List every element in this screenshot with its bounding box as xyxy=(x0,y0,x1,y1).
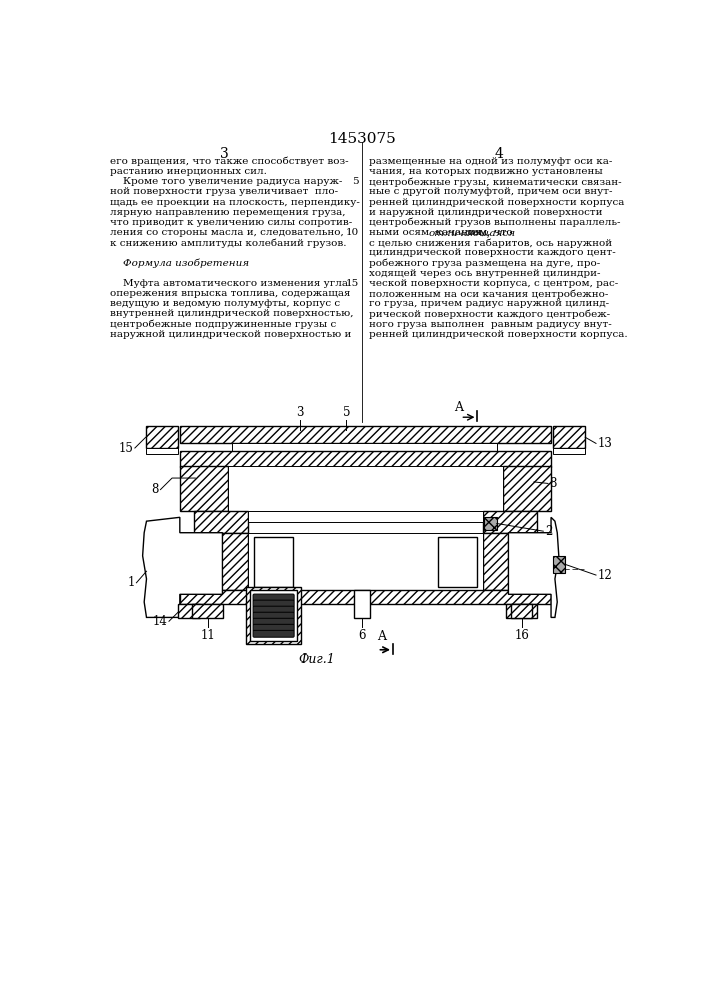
Bar xyxy=(180,426,551,443)
Text: робежного груза размещена на дуге, про-: робежного груза размещена на дуге, про- xyxy=(369,259,600,268)
Bar xyxy=(506,604,537,618)
Text: центробежный грузов выполнены параллель-: центробежный грузов выполнены параллель- xyxy=(369,218,621,227)
Bar xyxy=(248,533,483,590)
Bar xyxy=(248,511,483,522)
Text: центробежные подпружиненные грузы с: центробежные подпружиненные грузы с xyxy=(110,320,337,329)
Text: 15: 15 xyxy=(119,442,134,455)
Text: чания, на которых подвижно установлены: чания, на которых подвижно установлены xyxy=(369,167,602,176)
Text: опережения впрыска топлива, содержащая: опережения впрыска топлива, содержащая xyxy=(110,289,351,298)
Text: A: A xyxy=(455,401,463,414)
Text: его вращения, что также способствует воз-: его вращения, что также способствует воз… xyxy=(110,157,349,166)
Text: 1: 1 xyxy=(127,576,135,589)
Text: наружной цилиндрической поверхностью и: наружной цилиндрической поверхностью и xyxy=(110,330,351,339)
Bar xyxy=(483,511,537,533)
Text: тем, что: тем, что xyxy=(464,228,513,237)
Bar xyxy=(146,426,178,448)
Text: 8: 8 xyxy=(549,477,557,490)
Polygon shape xyxy=(508,517,559,617)
Bar xyxy=(510,604,532,618)
Text: с целью снижения габаритов, ось наружной: с целью снижения габаритов, ось наружной xyxy=(369,238,612,248)
Text: 14: 14 xyxy=(153,615,168,628)
Bar xyxy=(508,533,551,590)
Text: 1453075: 1453075 xyxy=(328,132,396,146)
Bar xyxy=(503,466,551,511)
Bar xyxy=(146,448,178,454)
Text: ного груза выполнен  равным радиусу внут-: ного груза выполнен равным радиусу внут- xyxy=(369,320,612,329)
FancyBboxPatch shape xyxy=(253,624,294,631)
Text: ления со стороны масла и, следовательно,: ления со стороны масла и, следовательно, xyxy=(110,228,344,237)
FancyBboxPatch shape xyxy=(253,618,294,625)
Text: 16: 16 xyxy=(514,629,529,642)
FancyBboxPatch shape xyxy=(253,612,294,619)
Text: щадь ее проекции на плоскость, перпендику-: щадь ее проекции на плоскость, перпендик… xyxy=(110,198,360,207)
Text: положенным на оси качания центробежно-: положенным на оси качания центробежно- xyxy=(369,289,608,299)
Text: отличающаяся: отличающаяся xyxy=(428,228,515,237)
Bar xyxy=(438,537,477,587)
Text: к снижению амплитуды колебаний грузов.: к снижению амплитуды колебаний грузов. xyxy=(110,238,346,248)
Text: Муфта автоматического изменения угла: Муфта автоматического изменения угла xyxy=(110,279,348,288)
Text: 15: 15 xyxy=(346,279,359,288)
Bar xyxy=(553,556,565,573)
Text: размещенные на одной из полумуфт оси ка-: размещенные на одной из полумуфт оси ка- xyxy=(369,157,612,166)
FancyBboxPatch shape xyxy=(253,600,294,607)
Text: ными осям  качания,: ными осям качания, xyxy=(369,228,488,237)
Bar xyxy=(178,604,200,618)
Text: Фиг.1: Фиг.1 xyxy=(298,653,335,666)
Text: 12: 12 xyxy=(597,569,612,582)
Bar xyxy=(180,466,228,511)
Bar xyxy=(228,466,503,511)
Bar xyxy=(194,533,248,590)
Text: ведущую и ведомую полумуфты, корпус с: ведущую и ведомую полумуфты, корпус с xyxy=(110,299,340,308)
Bar xyxy=(484,517,497,530)
Text: 13: 13 xyxy=(597,437,612,450)
FancyBboxPatch shape xyxy=(253,594,294,601)
Text: 5: 5 xyxy=(352,177,359,186)
Text: что приводит к увеличению силы сопротив-: что приводит к увеличению силы сопротив- xyxy=(110,218,352,227)
Text: центробежные грузы, кинематически связан-: центробежные грузы, кинематически связан… xyxy=(369,177,621,187)
Text: Формула изобретения: Формула изобретения xyxy=(110,259,249,268)
Text: 3: 3 xyxy=(296,406,304,419)
Bar xyxy=(180,590,551,604)
Bar xyxy=(192,604,223,618)
Text: 11: 11 xyxy=(200,629,215,642)
Text: растанию инерционных сил.: растанию инерционных сил. xyxy=(110,167,267,176)
Text: 5: 5 xyxy=(343,406,350,419)
Bar xyxy=(194,511,248,533)
Bar xyxy=(553,426,585,448)
Bar xyxy=(553,448,585,454)
Bar xyxy=(232,443,497,451)
Text: ренней цилиндрической поверхности корпуса: ренней цилиндрической поверхности корпус… xyxy=(369,198,624,207)
Text: цилиндрической поверхности каждого цент-: цилиндрической поверхности каждого цент- xyxy=(369,248,616,257)
Bar xyxy=(483,533,537,590)
Text: ходящей через ось внутренней цилиндри-: ходящей через ось внутренней цилиндри- xyxy=(369,269,600,278)
Text: Кроме того увеличение радиуса наруж-: Кроме того увеличение радиуса наруж- xyxy=(110,177,342,186)
Polygon shape xyxy=(143,517,223,617)
Text: 2: 2 xyxy=(545,525,552,538)
Bar xyxy=(255,537,293,587)
Bar xyxy=(247,587,300,644)
Text: го груза, причем радиус наружной цилинд-: го груза, причем радиус наружной цилинд- xyxy=(369,299,609,308)
Text: ные с другой полумуфтой, причем оси внут-: ные с другой полумуфтой, причем оси внут… xyxy=(369,187,612,196)
Text: лярную направлению перемещения груза,: лярную направлению перемещения груза, xyxy=(110,208,346,217)
Text: 6: 6 xyxy=(358,629,366,642)
Text: ческой поверхности корпуса, с центром, рас-: ческой поверхности корпуса, с центром, р… xyxy=(369,279,618,288)
Text: 3: 3 xyxy=(220,147,228,161)
Text: 10: 10 xyxy=(346,228,359,237)
Text: и наружной цилиндрической поверхности: и наружной цилиндрической поверхности xyxy=(369,208,602,217)
Text: 8: 8 xyxy=(151,483,159,496)
Text: A: A xyxy=(377,630,386,643)
FancyBboxPatch shape xyxy=(253,630,294,637)
FancyBboxPatch shape xyxy=(253,606,294,613)
Text: 4: 4 xyxy=(495,147,503,161)
Bar xyxy=(354,590,370,618)
Text: рической поверхности каждого центробеж-: рической поверхности каждого центробеж- xyxy=(369,309,610,319)
Text: внутренней цилиндрической поверхностью,: внутренней цилиндрической поверхностью, xyxy=(110,309,354,318)
Text: ной поверхности груза увеличивает  пло-: ной поверхности груза увеличивает пло- xyxy=(110,187,338,196)
Text: ренней цилиндрической поверхности корпуса.: ренней цилиндрической поверхности корпус… xyxy=(369,330,628,339)
Bar xyxy=(180,533,223,590)
Bar xyxy=(180,451,551,466)
Bar xyxy=(250,590,297,641)
